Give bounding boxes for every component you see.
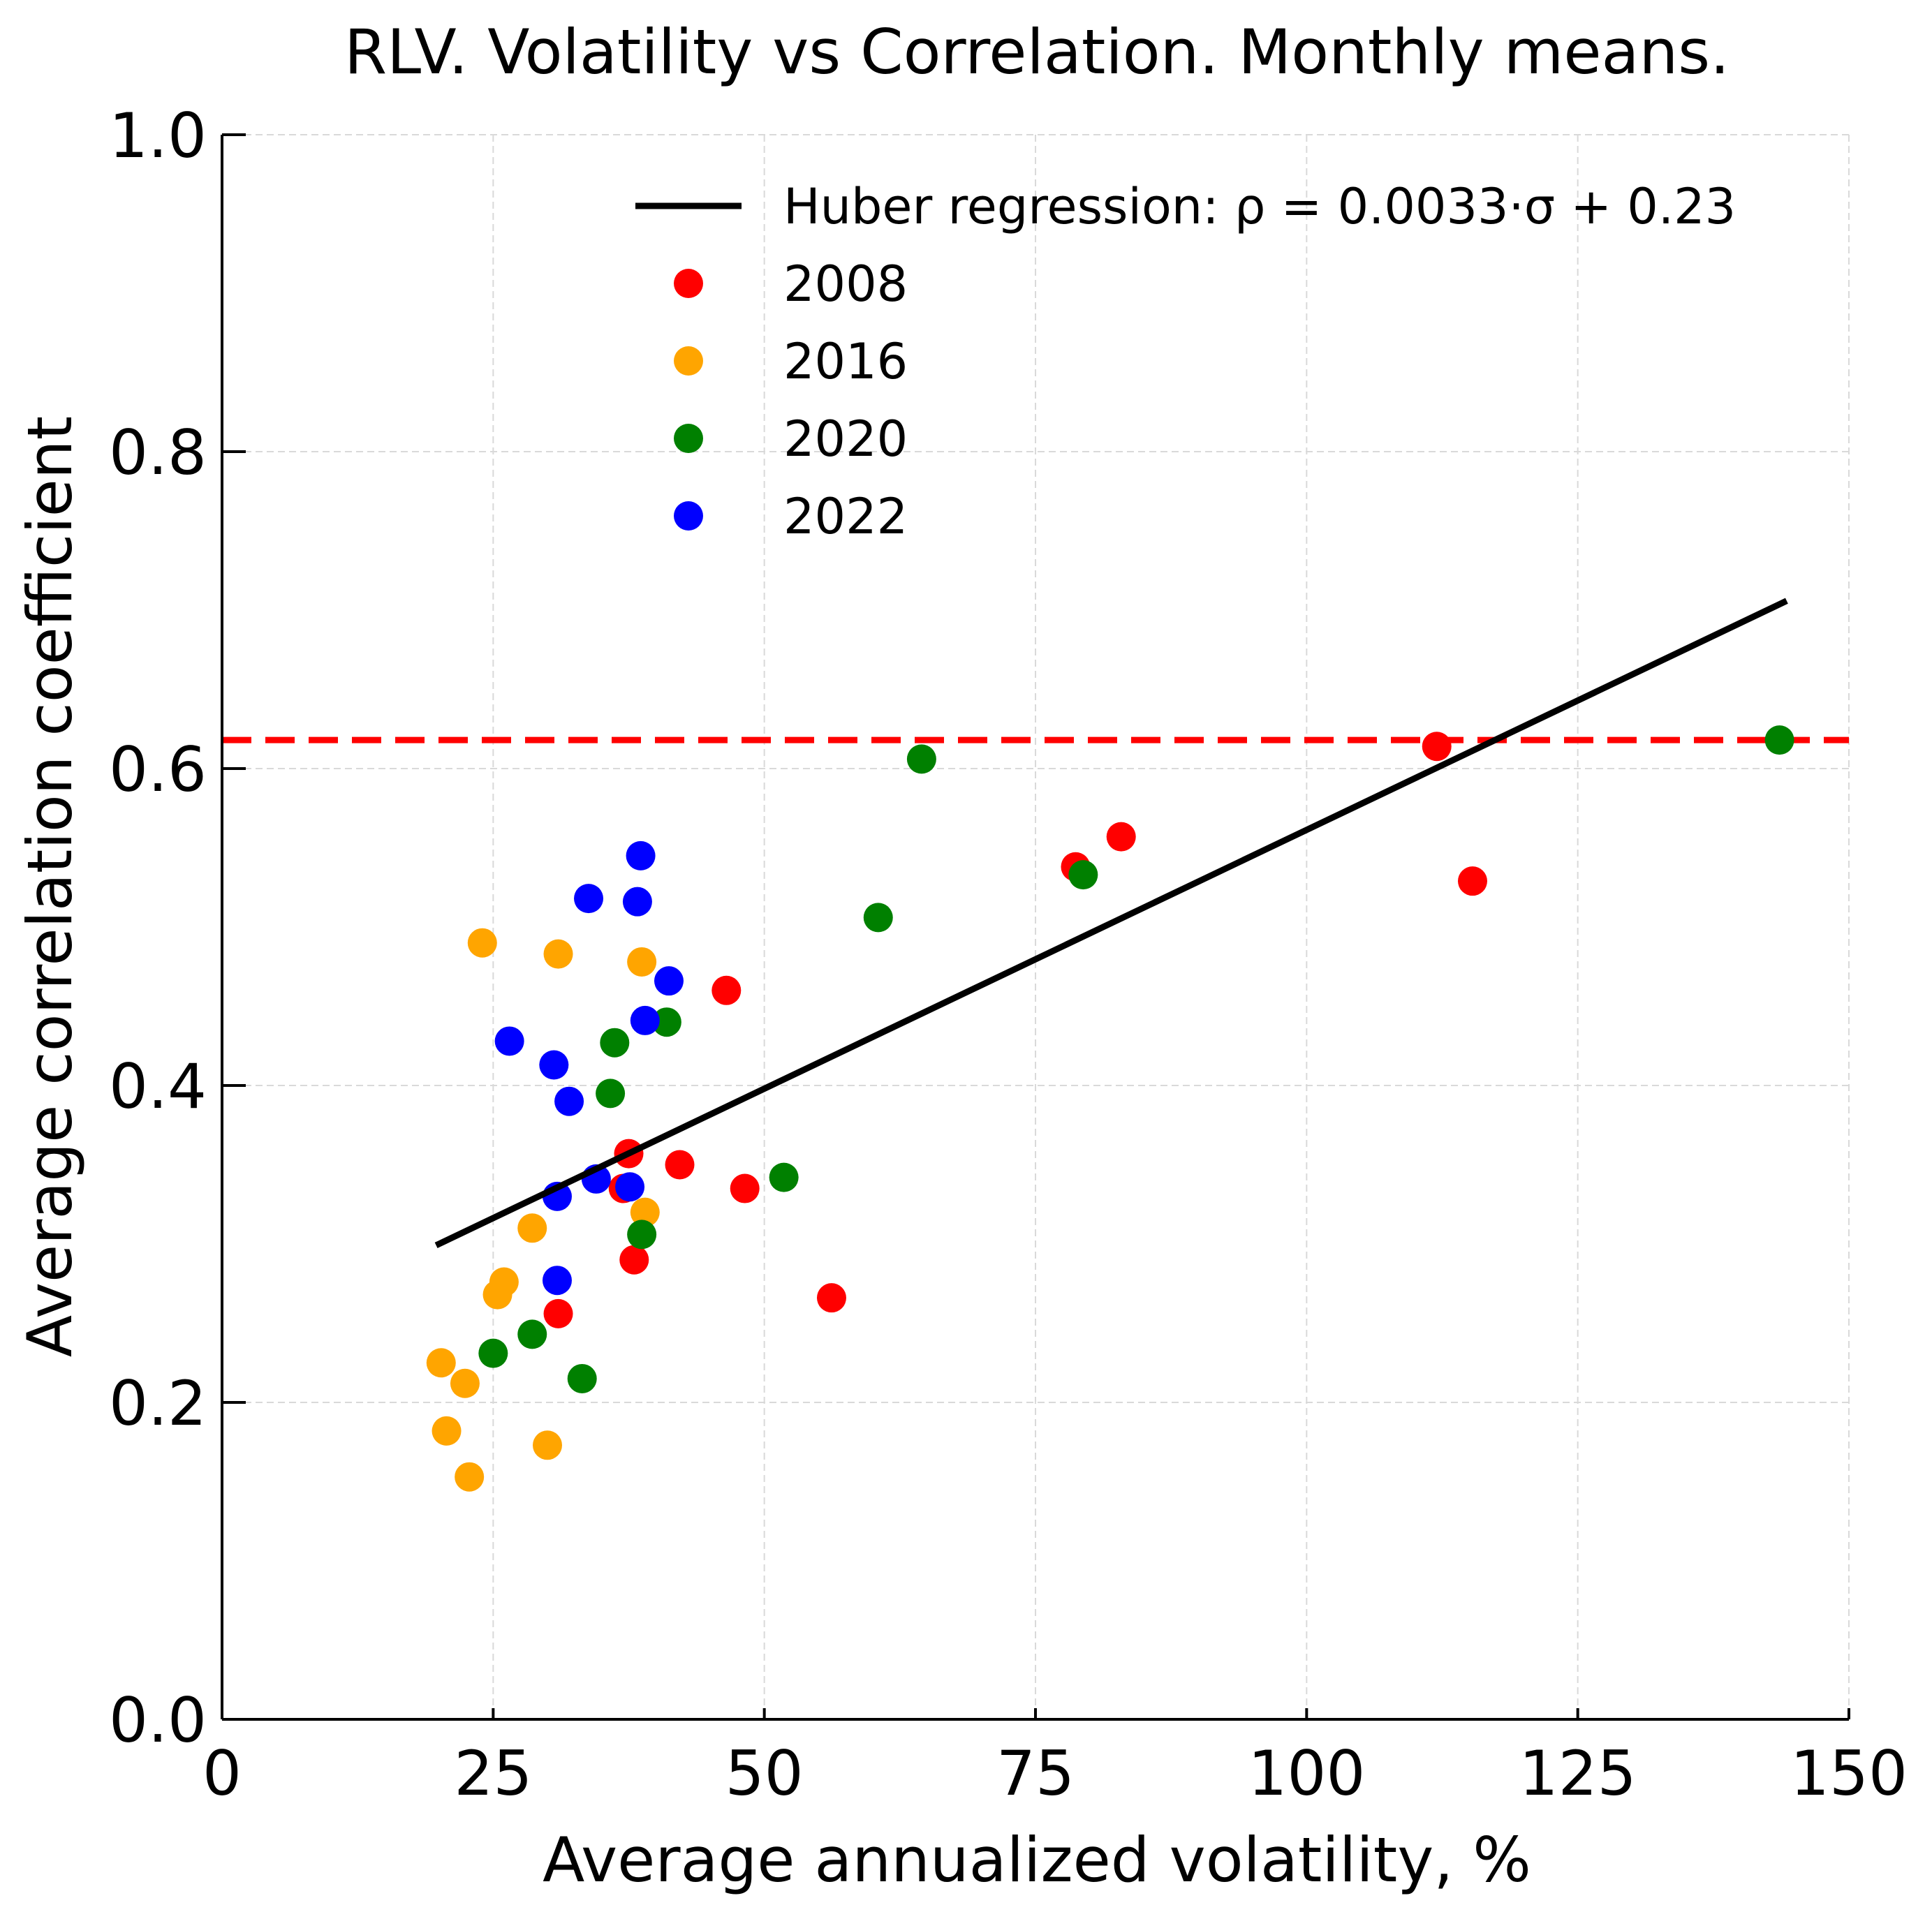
x-tick-label: 0 (202, 1737, 242, 1809)
x-tick-label: 100 (1248, 1737, 1365, 1809)
data-point (626, 840, 656, 870)
data-point (517, 1319, 547, 1349)
data-point (600, 1028, 630, 1058)
legend-label-2008: 2008 (783, 255, 908, 313)
data-point (494, 1026, 524, 1056)
chart-title: RLV. Volatility vs Correlation. Monthly … (344, 16, 1730, 88)
data-point (426, 1348, 456, 1378)
data-point (816, 1283, 846, 1313)
data-point (543, 939, 573, 969)
data-point (1068, 860, 1098, 890)
data-point (478, 1338, 508, 1368)
data-point (654, 966, 684, 996)
data-point (665, 1150, 695, 1180)
data-point (432, 1416, 462, 1446)
data-point (630, 1197, 660, 1227)
data-point (517, 1213, 547, 1243)
data-point (651, 1007, 681, 1037)
data-point (1764, 725, 1794, 755)
data-point (542, 1266, 572, 1296)
legend-marker-2020 (674, 424, 703, 453)
x-tick-label: 125 (1519, 1737, 1637, 1809)
y-tick-label: 0.6 (109, 734, 207, 806)
data-point (574, 884, 604, 914)
data-point (730, 1173, 760, 1203)
legend-marker-2022 (674, 501, 703, 531)
tick-labels: 0 25 50 75 100 125 150 0.0 0.2 0.4 0.6 0.8 1.0 (109, 100, 1908, 1809)
series-2008 (543, 732, 1487, 1328)
data-point (627, 947, 657, 977)
y-tick-label: 0.0 (109, 1684, 207, 1756)
data-point (543, 1298, 573, 1328)
data-point (482, 1280, 513, 1310)
y-tick-label: 0.2 (109, 1368, 207, 1439)
legend-label-2020: 2020 (783, 410, 908, 468)
y-tick-label: 1.0 (109, 100, 207, 172)
data-point (863, 903, 893, 933)
x-tick-label: 75 (996, 1737, 1075, 1809)
data-point (467, 928, 497, 958)
legend-label-2022: 2022 (783, 488, 908, 545)
legend-marker-2008 (674, 269, 703, 298)
data-point (567, 1363, 597, 1393)
legend-label-regression: Huber regression: ρ = 0.0033·σ + 0.23 (783, 178, 1736, 235)
data-point (627, 1220, 657, 1250)
x-tick-label: 150 (1790, 1737, 1908, 1809)
series-2016 (426, 928, 660, 1492)
legend-marker-2016 (674, 346, 703, 376)
data-point (1457, 866, 1487, 896)
legend-label-2016: 2016 (783, 333, 908, 390)
series-2022 (494, 840, 684, 1296)
legend: Huber regression: ρ = 0.0033·σ + 0.23 200… (635, 178, 1736, 545)
y-axis-label: Average correlation coefficient (14, 416, 86, 1357)
data-point (1106, 822, 1136, 852)
regression-line-group (434, 598, 1788, 1248)
data-point (455, 1462, 485, 1492)
data-point (906, 744, 936, 774)
data-point (769, 1162, 799, 1192)
x-tick-label: 25 (454, 1737, 532, 1809)
series-2020 (478, 725, 1794, 1393)
data-points (426, 725, 1794, 1492)
regression-line (434, 598, 1788, 1248)
data-point (1422, 732, 1452, 762)
data-point (622, 887, 652, 917)
data-point (533, 1430, 562, 1460)
x-tick-label: 50 (725, 1737, 804, 1809)
data-point (615, 1172, 645, 1202)
data-point (539, 1050, 569, 1080)
data-point (554, 1086, 584, 1116)
axes (221, 133, 1850, 1721)
x-axis-label: Average annualized volatility, % (543, 1824, 1531, 1896)
y-tick-label: 0.8 (109, 417, 207, 489)
grid (222, 134, 1850, 1719)
data-point (596, 1079, 626, 1109)
data-point (630, 1005, 660, 1035)
y-tick-label: 0.4 (109, 1051, 207, 1122)
data-point (619, 1245, 649, 1275)
data-point (450, 1368, 480, 1398)
data-point (711, 975, 742, 1005)
